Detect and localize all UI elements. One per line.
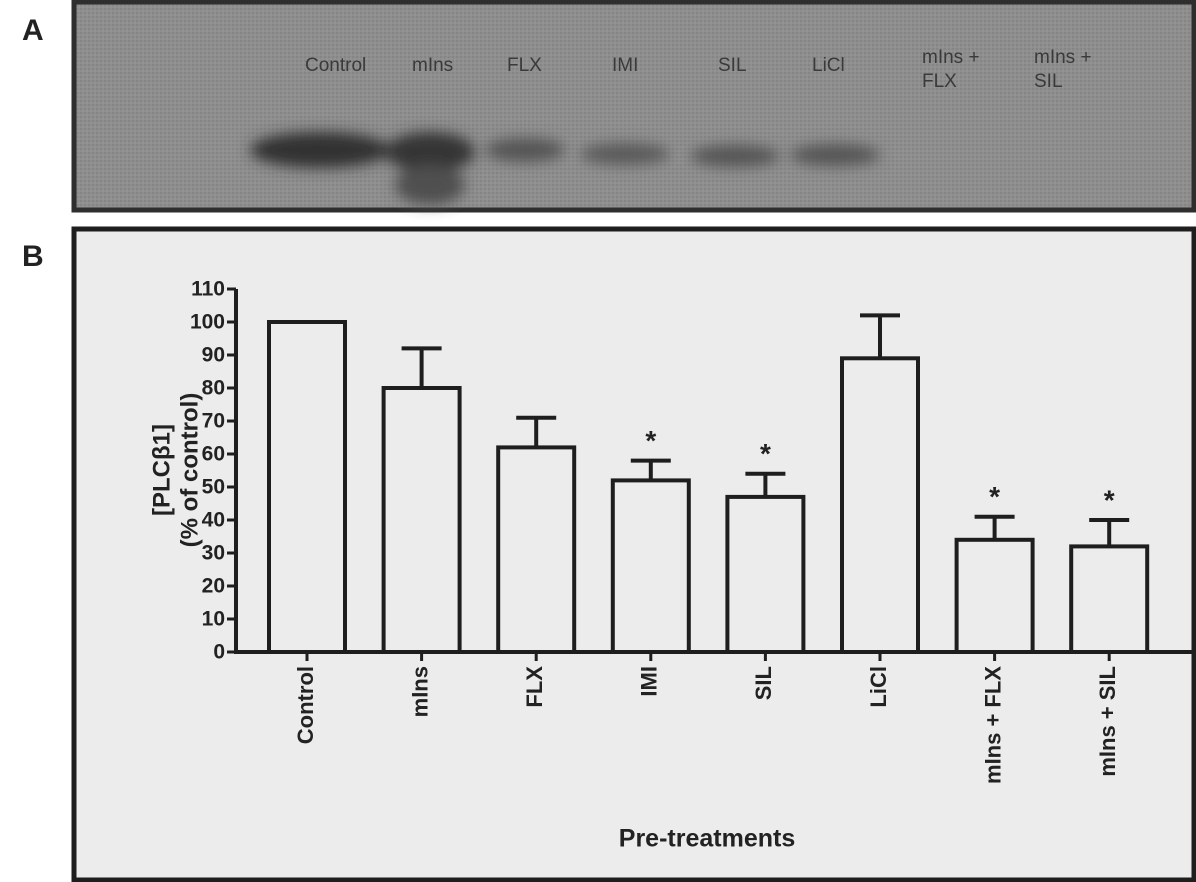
y-tick-label: 60 <box>202 443 225 466</box>
y-tick-label: 50 <box>202 476 225 499</box>
lane-label: mIns + <box>922 47 980 68</box>
y-tick-label: 20 <box>202 575 225 598</box>
y-tick-label: 10 <box>202 608 225 631</box>
lane-label: mIns <box>412 55 453 76</box>
significance-mark: * <box>645 425 656 456</box>
lane-label: IMI <box>612 55 638 76</box>
lane-label: FLX <box>922 71 957 92</box>
x-tick-label: LiCl <box>866 666 891 708</box>
lane-label: Control <box>305 55 366 76</box>
x-tick-label: mIns + FLX <box>980 666 1005 784</box>
figure: A B [PLCβ1] (% of control) Pre-treatment… <box>0 0 1196 882</box>
blot-panel <box>74 2 1194 210</box>
lane-label: SIL <box>1034 71 1063 92</box>
lane-label: FLX <box>507 55 542 76</box>
significance-mark: * <box>1104 484 1115 515</box>
y-axis-title-line: (% of control) <box>176 393 203 548</box>
x-tick-label: FLX <box>522 666 547 708</box>
bar <box>384 388 460 652</box>
y-tick-label: 90 <box>202 344 225 367</box>
lane-label: mIns + <box>1034 47 1092 68</box>
x-tick-label: SIL <box>751 666 776 700</box>
x-axis-title: Pre-treatments <box>619 825 795 853</box>
bar <box>957 540 1033 652</box>
panel-label: B <box>22 240 44 273</box>
y-tick-label: 30 <box>202 542 225 565</box>
x-tick-label: mIns + SIL <box>1095 666 1120 777</box>
lane-label: SIL <box>718 55 747 76</box>
y-tick-label: 110 <box>191 278 225 301</box>
bar <box>842 358 918 652</box>
x-tick-label: Control <box>293 666 318 744</box>
bar <box>613 480 689 652</box>
y-tick-label: 40 <box>202 509 225 532</box>
page: {"panel_labels": ["A", "B"], "blot_lanes… <box>0 0 1196 882</box>
x-tick-label: IMI <box>637 666 662 697</box>
bar <box>498 447 574 652</box>
y-axis-title-line: [PLCβ1] <box>148 424 175 516</box>
lane-label: LiCl <box>812 55 845 76</box>
x-tick-label: mIns <box>407 666 432 717</box>
y-tick-label: 0 <box>213 641 225 664</box>
bar <box>269 322 345 652</box>
y-tick-label: 70 <box>202 410 225 433</box>
bar <box>727 497 803 652</box>
y-tick-label: 100 <box>190 311 225 334</box>
y-tick-label: 80 <box>202 377 225 400</box>
bar <box>1071 546 1147 652</box>
panel-label: A <box>22 14 44 47</box>
significance-mark: * <box>760 438 771 469</box>
significance-mark: * <box>989 481 1000 512</box>
